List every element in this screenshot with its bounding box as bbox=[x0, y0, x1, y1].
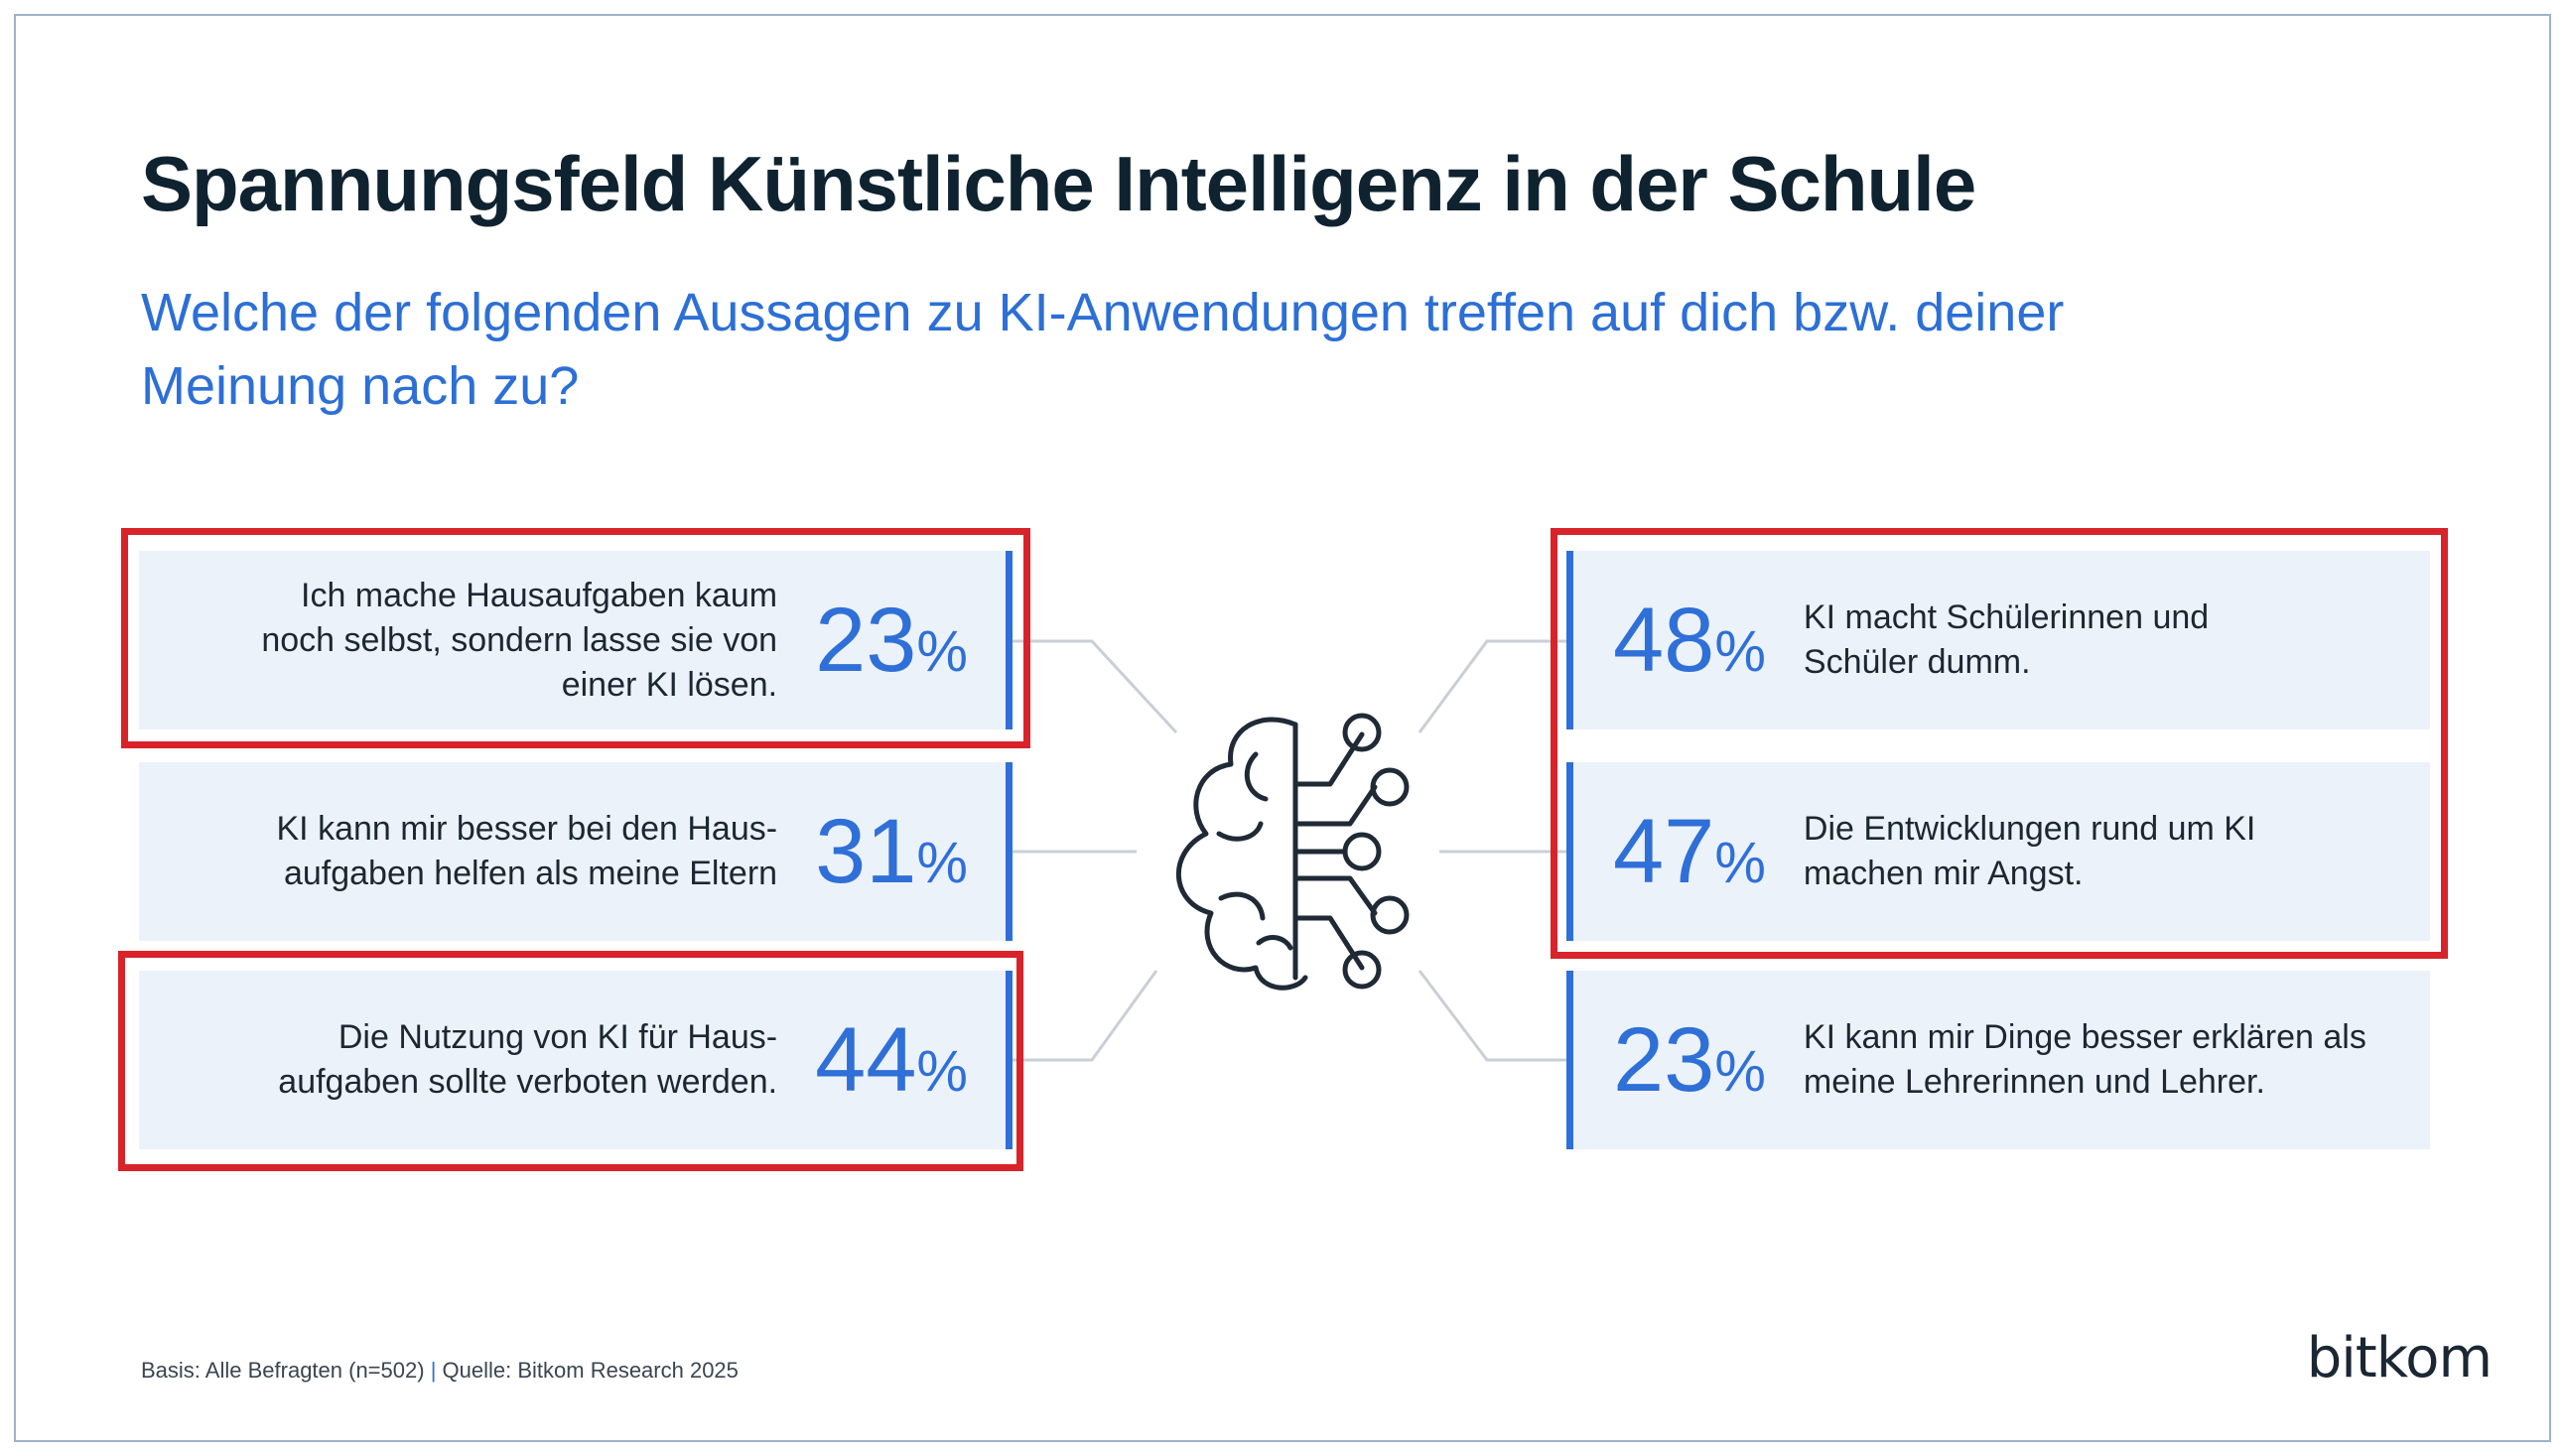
connector-right-3 bbox=[1418, 970, 1566, 1062]
brain-circuit-icon bbox=[1176, 713, 1410, 991]
statement-value: 44% bbox=[815, 1009, 968, 1111]
page-subtitle: Welche der folgenden Aussagen zu KI-Anwe… bbox=[141, 283, 2065, 416]
statement-card-right-3: 23% KI kann mir Dinge besser erklären al… bbox=[1566, 971, 2430, 1149]
highlight-box-right-1-2 bbox=[1551, 528, 2448, 959]
statement-value: 23% bbox=[1613, 1009, 1766, 1111]
statement-card-right-1: 48% KI macht Schülerinnen und Schüler du… bbox=[1566, 551, 2430, 729]
connector-left-1 bbox=[1013, 639, 1178, 734]
statement-label: KI kann mir besser bei den Haus-aufgaben… bbox=[276, 810, 778, 892]
statement-card-left-1: Ich mache Hausaufgaben kaum noch selbst,… bbox=[139, 551, 1013, 729]
statement-label: KI kann mir Dinge besser erklären als me… bbox=[1803, 1018, 2366, 1101]
connector-right-1 bbox=[1418, 639, 1566, 733]
statement-card-left-2: KI kann mir besser bei den Haus-aufgaben… bbox=[139, 762, 1013, 941]
bitkom-logo: bitkom bbox=[2306, 1326, 2493, 1390]
source-footnote: Basis: Alle Befragten (n=502) | Quelle: … bbox=[141, 1358, 739, 1383]
statement-card-right-2: 47% Die Entwicklungen rund um KI machen … bbox=[1566, 762, 2430, 941]
statement-label: Die Nutzung von KI für Haus-aufgaben sol… bbox=[278, 1018, 778, 1101]
statement-label: Die Entwicklungen rund um KI machen mir … bbox=[1803, 810, 2256, 892]
highlight-box-left-1 bbox=[121, 528, 1030, 748]
statement-label: Ich mache Hausaufgaben kaum noch selbst,… bbox=[261, 576, 778, 704]
statement-value: 47% bbox=[1613, 801, 1766, 902]
statement-value: 23% bbox=[815, 590, 968, 691]
connector-left-3 bbox=[1013, 970, 1158, 1062]
statement-value: 48% bbox=[1613, 590, 1766, 691]
statement-card-left-3: Die Nutzung von KI für Haus-aufgaben sol… bbox=[139, 971, 1013, 1149]
infographic-frame bbox=[14, 14, 2551, 1442]
highlight-box-left-3 bbox=[118, 951, 1023, 1171]
page-title: Spannungsfeld Künstliche Intelligenz in … bbox=[141, 140, 1976, 227]
statement-label: KI macht Schülerinnen und Schüler dumm. bbox=[1803, 598, 2210, 681]
statement-value: 31% bbox=[815, 801, 968, 902]
